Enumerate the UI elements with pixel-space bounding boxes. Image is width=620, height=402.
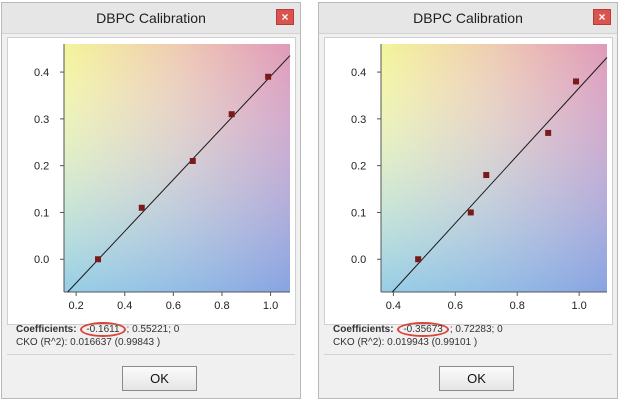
plot-background-shade [381, 44, 607, 292]
title-bar[interactable]: DBPC Calibration × [319, 3, 617, 34]
x-tick-label: 0.4 [386, 300, 401, 312]
data-point [545, 129, 552, 136]
coefficient-highlight: -0.35673 [397, 322, 449, 337]
data-point [189, 157, 196, 164]
y-tick-label: 0.1 [34, 207, 49, 219]
y-tick-label: 0.3 [351, 114, 366, 126]
y-tick-label: 0.4 [351, 67, 366, 79]
y-tick-label: 0.4 [34, 67, 49, 79]
plot-background-shade [64, 44, 290, 292]
divider [7, 354, 295, 355]
dialog-title: DBPC Calibration [413, 10, 523, 26]
data-point [228, 111, 235, 118]
ok-button[interactable]: OK [122, 366, 197, 391]
x-tick-label: 0.8 [510, 300, 525, 312]
x-tick-label: 1.0 [571, 300, 586, 312]
data-point [265, 73, 272, 80]
x-tick-label: 0.6 [166, 300, 181, 312]
data-point [467, 209, 474, 216]
cko-line: CKO (R^2): 0.016637 (0.99843 ) [16, 337, 161, 348]
fit-line [67, 55, 291, 293]
calibration-chart: 0.0 0.1 0.2 0.3 0.4 0.4 0.6 0.8 1.0 [351, 44, 608, 312]
coefficients-label: Coefficients: [16, 324, 77, 335]
y-tick-label: 0.3 [34, 114, 49, 126]
close-button[interactable]: × [276, 9, 294, 25]
data-point [483, 172, 490, 179]
fit-line [391, 57, 608, 293]
close-button[interactable]: × [593, 9, 611, 25]
title-bar[interactable]: DBPC Calibration × [2, 3, 300, 34]
x-tick-label: 0.2 [69, 300, 84, 312]
y-tick-label: 0.1 [351, 207, 366, 219]
calibration-chart: 0.0 0.1 0.2 0.3 0.4 0.2 0.4 0.6 0.8 1.0 [34, 44, 291, 312]
ok-button[interactable]: OK [439, 366, 514, 391]
coefficients-label: Coefficients: [333, 324, 394, 335]
x-tick-label: 0.4 [117, 300, 132, 312]
y-tick-label: 0.2 [351, 161, 366, 173]
y-tick-label: 0.0 [34, 254, 49, 266]
data-point [138, 204, 145, 211]
x-tick-label: 0.6 [448, 300, 463, 312]
coefficients-rest: ; 0.72283; 0 [449, 324, 503, 335]
y-tick-label: 0.0 [351, 254, 366, 266]
data-point [573, 78, 580, 85]
calibration-plot: 0.0 0.1 0.2 0.3 0.4 0.4 0.6 0.8 1.0 [324, 37, 613, 325]
x-tick-label: 1.0 [263, 300, 278, 312]
coefficients-line: Coefficients: -0.35673; 0.72283; 0 [333, 322, 503, 337]
calibration-plot: 0.0 0.1 0.2 0.3 0.4 0.2 0.4 0.6 0.8 1.0 [7, 37, 296, 325]
x-tick-label: 0.8 [214, 300, 229, 312]
divider [324, 354, 612, 355]
calibration-dialog-left: DBPC Calibration × 0.0 0.1 0.2 0.3 0.4 0.2 0.4… [1, 2, 301, 399]
y-tick-label: 0.2 [34, 161, 49, 173]
coefficient-highlight: -0.1611 [80, 322, 126, 337]
data-point [415, 256, 422, 263]
coefficients-rest: ; 0.55221; 0 [126, 324, 180, 335]
dialog-title: DBPC Calibration [96, 10, 206, 26]
data-point [95, 256, 102, 263]
coefficients-line: Coefficients: -0.1611; 0.55221; 0 [16, 322, 179, 337]
cko-line: CKO (R^2): 0.019943 (0.99101 ) [333, 337, 478, 348]
calibration-dialog-right: DBPC Calibration × 0.0 0.1 0.2 0.3 0.4 0.4 0.6… [318, 2, 618, 399]
